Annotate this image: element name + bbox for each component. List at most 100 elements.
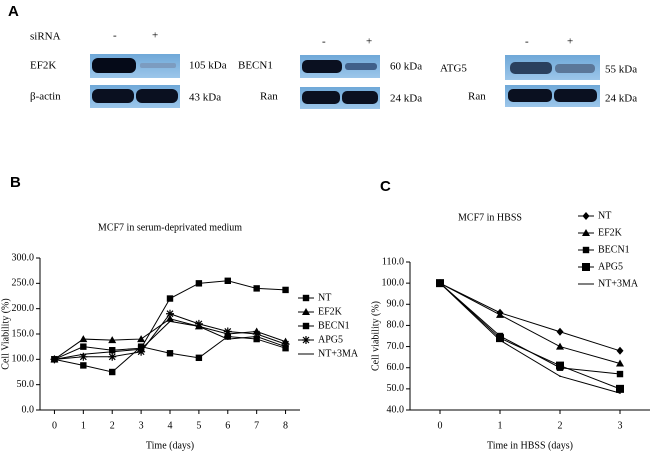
marker bbox=[109, 368, 116, 376]
blot-target: ATG5 bbox=[440, 63, 467, 75]
marker bbox=[302, 294, 310, 302]
marker bbox=[253, 335, 260, 343]
blot-control: β-actin bbox=[30, 91, 61, 103]
x-tick-label: 8 bbox=[283, 420, 288, 431]
y-axis-label: Cell viability (%) bbox=[370, 301, 381, 371]
y-axis-label: Cell Viability (%) bbox=[0, 298, 11, 369]
marker bbox=[282, 344, 289, 352]
y-tick-label: 80.0 bbox=[387, 320, 405, 331]
marker bbox=[616, 384, 624, 393]
blot-target: BECN1 bbox=[238, 60, 273, 72]
y-tick-label: 50.0 bbox=[17, 379, 35, 390]
y-tick-label: 100.0 bbox=[382, 277, 405, 288]
blot-target: EF2K bbox=[30, 60, 56, 72]
marker bbox=[80, 343, 87, 350]
marker bbox=[223, 327, 232, 336]
lane-minus: - bbox=[322, 36, 326, 48]
point bbox=[198, 325, 200, 328]
blot-kda: 24 kDa bbox=[390, 93, 422, 105]
point bbox=[226, 338, 229, 340]
blot-kda: 60 kDa bbox=[390, 61, 422, 73]
panel-label: B bbox=[10, 174, 21, 191]
x-axis-label: Time (days) bbox=[146, 440, 194, 451]
blot-kda: 24 kDa bbox=[605, 93, 637, 105]
point bbox=[82, 353, 85, 356]
marker bbox=[302, 322, 310, 330]
x-tick-label: 1 bbox=[498, 420, 503, 431]
legend-label: APG5 bbox=[318, 334, 343, 345]
marker bbox=[616, 370, 624, 378]
blot-kda: 105 kDa bbox=[189, 60, 227, 72]
y-tick-label: 40.0 bbox=[387, 404, 405, 415]
y-tick-label: 70.0 bbox=[387, 341, 405, 352]
marker bbox=[496, 310, 504, 318]
marker bbox=[556, 342, 564, 350]
x-tick-label: 2 bbox=[110, 420, 115, 431]
point bbox=[284, 345, 287, 348]
point bbox=[619, 392, 621, 394]
marker bbox=[194, 319, 203, 328]
legend-label: EF2K bbox=[598, 227, 623, 238]
x-tick-label: 3 bbox=[618, 420, 623, 431]
x-axis-label: Time in HBSS (days) bbox=[487, 440, 573, 451]
point bbox=[439, 282, 441, 284]
x-tick-label: 0 bbox=[438, 420, 443, 431]
marker bbox=[253, 285, 260, 292]
series-line bbox=[439, 282, 621, 394]
y-tick-label: 100.0 bbox=[12, 354, 35, 365]
marker bbox=[252, 330, 261, 338]
panel-label: A bbox=[8, 3, 19, 20]
marker bbox=[80, 362, 87, 369]
legend-label: BECN1 bbox=[598, 244, 630, 255]
x-tick-label: 1 bbox=[81, 420, 86, 431]
marker bbox=[137, 343, 145, 350]
lane-minus: - bbox=[525, 36, 529, 48]
point bbox=[111, 350, 114, 353]
y-tick-label: 110.0 bbox=[382, 256, 404, 267]
marker bbox=[582, 212, 590, 220]
point bbox=[140, 348, 142, 351]
marker bbox=[137, 347, 146, 356]
marker bbox=[496, 334, 504, 343]
marker bbox=[282, 286, 289, 294]
marker bbox=[616, 359, 624, 367]
blot-control: Ran bbox=[260, 91, 278, 103]
blot-control: Ran bbox=[468, 91, 486, 103]
blot bbox=[505, 55, 600, 107]
blot bbox=[90, 54, 180, 108]
marker bbox=[108, 336, 117, 344]
y-tick-label: 50.0 bbox=[387, 383, 405, 394]
y-tick-label: 90.0 bbox=[387, 299, 405, 310]
legend-label: NT+3MA bbox=[318, 348, 359, 359]
x-tick-label: 4 bbox=[168, 420, 173, 431]
y-tick-label: 250.0 bbox=[12, 278, 35, 289]
point bbox=[169, 320, 171, 323]
point bbox=[499, 339, 501, 342]
marker bbox=[582, 263, 590, 271]
marker bbox=[195, 280, 203, 287]
series-line bbox=[439, 282, 621, 390]
marker bbox=[109, 347, 116, 354]
legend-label: APG5 bbox=[598, 261, 623, 272]
lane-plus: + bbox=[366, 36, 372, 48]
x-tick-label: 6 bbox=[225, 420, 230, 431]
blot bbox=[300, 55, 380, 109]
marker bbox=[79, 352, 88, 361]
marker bbox=[302, 308, 310, 315]
panel-label: C bbox=[380, 178, 391, 195]
y-tick-label: 0.0 bbox=[22, 404, 35, 415]
lane-plus: + bbox=[152, 30, 158, 42]
blot-kda: 55 kDa bbox=[605, 64, 637, 76]
legend-label: NT bbox=[598, 210, 611, 221]
marker bbox=[582, 229, 590, 236]
x-tick-label: 0 bbox=[52, 420, 57, 431]
marker bbox=[79, 335, 88, 343]
lane-plus: + bbox=[567, 36, 573, 48]
point bbox=[559, 375, 561, 377]
marker bbox=[195, 354, 203, 362]
sirna-label: siRNA bbox=[30, 31, 61, 43]
point bbox=[53, 358, 56, 361]
chart-title: MCF7 in HBSS bbox=[458, 212, 522, 223]
